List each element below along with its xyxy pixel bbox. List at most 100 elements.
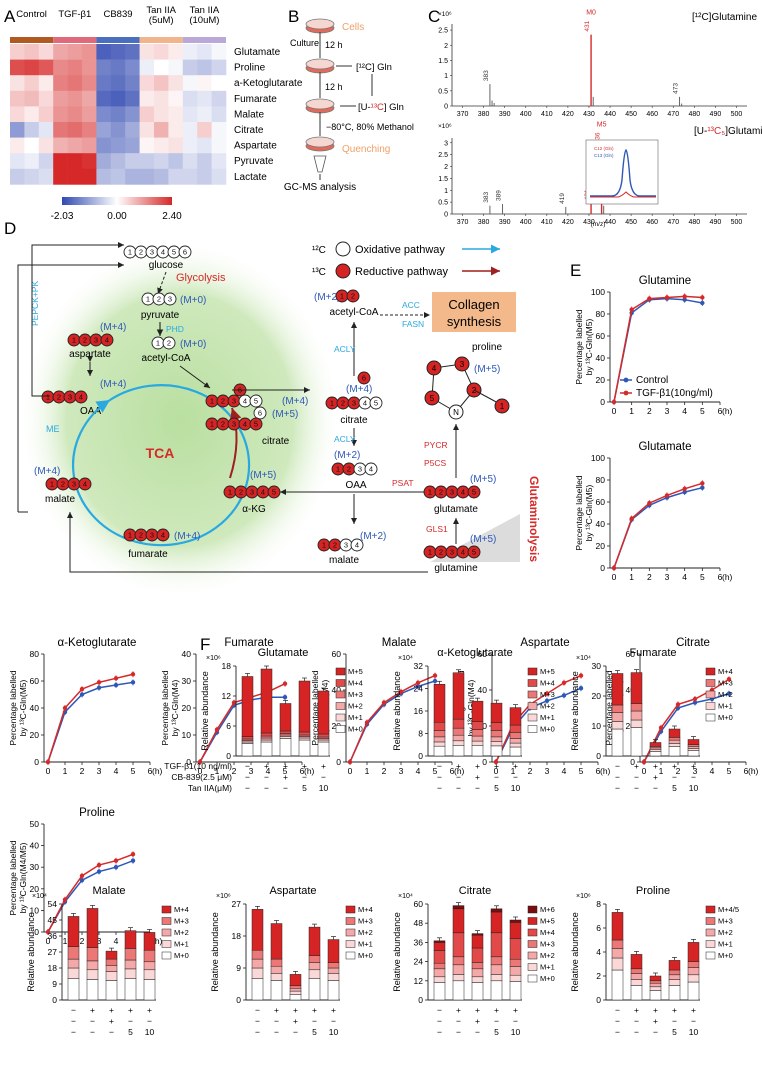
carbon-atom-number: 2: [333, 541, 337, 550]
line-point-tgf: [62, 897, 68, 902]
bar-segment: [471, 729, 484, 737]
bar-segment: [490, 730, 503, 738]
heatmap-cell: [67, 137, 83, 154]
bar-segment: [327, 980, 340, 1001]
treatment-sign: +: [293, 1016, 298, 1026]
workflow-c13-gln-label: [U-¹³C] Gln: [358, 102, 404, 113]
line-chart-y-label: by ¹³C-Gln(M5): [18, 680, 28, 737]
line-chart-y-label: Percentage labelled: [310, 670, 320, 745]
line-point-tgf: [675, 702, 681, 707]
collagen-label-line2: synthesis: [447, 314, 502, 329]
bar-segment: [687, 748, 700, 751]
treatment-sign: 5: [494, 783, 499, 793]
petri-dish-lid-icon: [305, 18, 335, 30]
carbon-atom-number: 2: [351, 292, 355, 301]
treatment-sign: −: [245, 772, 250, 782]
legend-tgf-label: TGF-β1(10ng/ml): [636, 388, 713, 399]
bar-legend-swatch: [527, 667, 538, 676]
bar-segment: [105, 958, 118, 966]
heatmap-cell: [197, 75, 212, 92]
bar-legend-swatch: [527, 725, 538, 733]
malate-m4-label: (M+4): [34, 466, 60, 477]
legend-12c-label: ¹²C: [312, 245, 326, 256]
line-point-tgf: [664, 295, 670, 300]
ms-spectrum1-y-tick-label: 0: [444, 104, 448, 111]
treatment-sign: −: [437, 761, 442, 771]
ms-spectrum2-x-tick-label: 370: [457, 219, 469, 226]
bar-segment: [86, 979, 99, 1001]
ms-spectrum2-x-tick-label: 490: [710, 219, 722, 226]
carbon-atom-number: 3: [250, 488, 254, 497]
bar-chart-title: Proline: [636, 885, 670, 897]
treatment-sign: −: [691, 1016, 696, 1026]
line-point-control: [726, 691, 732, 696]
bar-legend-label: M+2: [358, 928, 373, 937]
heatmap-cell: [125, 122, 140, 138]
bar-legend-swatch: [705, 940, 716, 948]
treatment-sign: −: [90, 1027, 95, 1037]
line-chart-x-unit: (h): [722, 406, 733, 416]
carbon-atom-number: 2: [341, 399, 345, 408]
line-chart-y-tick-label: 10: [182, 730, 192, 740]
glutamine-label: glutamine: [434, 563, 478, 574]
line-chart-x-tick-label: 5: [433, 766, 438, 776]
bar-legend-swatch: [335, 679, 346, 687]
bar-segment: [241, 676, 254, 737]
line-chart-x-tick-label: 4: [682, 406, 687, 416]
line-chart-x-tick-label: 4: [266, 766, 271, 776]
treatment-sign: −: [71, 1016, 76, 1026]
line-chart-y-tick-label: 60: [596, 331, 606, 341]
line-chart-y-tick-label: 0: [186, 757, 191, 767]
heatmap-cell: [53, 75, 68, 92]
bar-segment: [687, 961, 700, 968]
line-series-tgf: [349, 674, 436, 763]
bar-segment: [260, 737, 273, 741]
carbon-atom-number: 2: [239, 488, 243, 497]
treatment-sign: −: [283, 783, 288, 793]
ms-spectrum2-y-tick-label: 1.5: [438, 176, 448, 183]
bar-chart-y-tick-label: 6: [596, 923, 601, 933]
bar-segment: [433, 736, 446, 743]
line-chart-x-tick-label: 6: [718, 572, 723, 582]
line-point-tgf: [692, 696, 698, 702]
bar-segment: [327, 967, 340, 974]
bar-segment: [471, 934, 484, 949]
bar-segment: [143, 932, 156, 951]
bar-segment: [433, 950, 446, 964]
treatment-sign: −: [615, 1005, 620, 1015]
bar-legend-swatch: [345, 951, 356, 960]
heatmap-cell: [82, 168, 97, 185]
line-chart-title: Citrate: [676, 637, 710, 649]
treatment-sign: +: [672, 761, 677, 771]
treatment-label: TGF-β1(10 ng/ml): [164, 761, 232, 771]
line-chart-x-tick-label: 2: [676, 766, 681, 776]
bar-legend-label: M+0: [348, 725, 363, 734]
treatment-sign: +: [691, 1005, 696, 1015]
treatment-sign: +: [456, 1005, 461, 1015]
treatment-sign: +: [312, 1005, 317, 1015]
heatmap-cell: [82, 90, 97, 107]
line-point-tgf: [130, 672, 136, 677]
line-chart-x-tick-label: 4: [682, 572, 687, 582]
line-point-tgf: [79, 686, 85, 692]
glutamate-label: glutamate: [434, 504, 478, 515]
bar-segment: [490, 956, 503, 966]
line-chart-y-tick-label: 60: [478, 649, 488, 659]
heatmap-cell: [211, 59, 227, 76]
line-point-control: [692, 700, 698, 705]
ms-spectrum1-x-tick-label: 450: [625, 111, 637, 118]
bar-chart-y-tick-label: 54: [48, 899, 58, 909]
bar-segment: [668, 739, 681, 744]
oaa-right-label: OAA: [345, 480, 366, 491]
bar-segment: [668, 974, 681, 980]
bar-segment: [611, 721, 624, 730]
oaa-to-pyruvate-arrow: [31, 242, 124, 397]
line-chart-y-label: Percentage labelled: [160, 670, 170, 745]
heatmap-cell: [139, 168, 155, 185]
aspartate-label: aspartate: [69, 349, 111, 360]
ms-spectrum1-x-tick-label: 430: [583, 111, 595, 118]
line-chart-x-tick-label: 5: [283, 766, 288, 776]
treatment-sign: −: [634, 1016, 639, 1026]
treatment-sign: +: [283, 772, 288, 782]
line-chart-x-tick-label: 0: [348, 766, 353, 776]
